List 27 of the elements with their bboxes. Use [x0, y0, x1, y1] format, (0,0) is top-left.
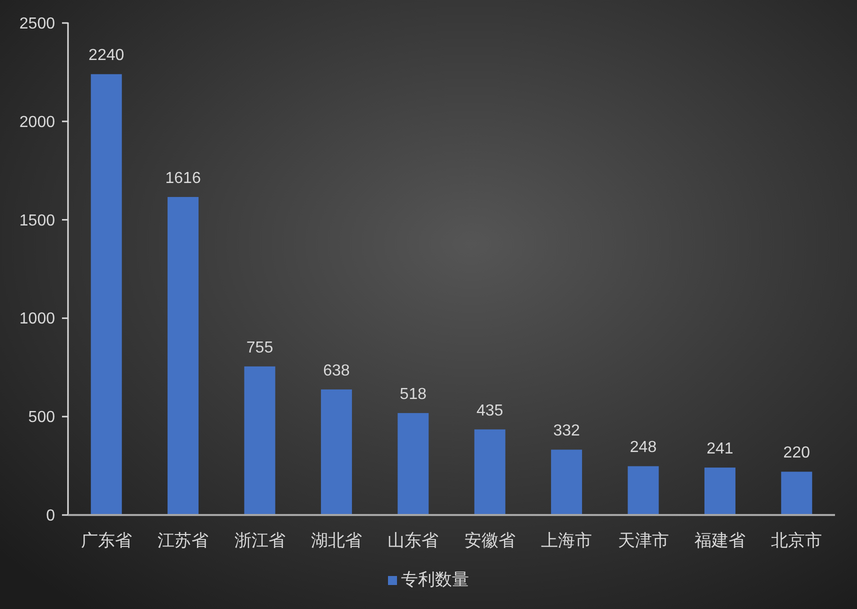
- y-tick-label: 0: [46, 508, 56, 524]
- y-tick-label: 2500: [19, 16, 56, 32]
- x-tick-label: 广东省: [80, 531, 132, 550]
- data-label: 241: [706, 440, 734, 458]
- data-label: 638: [323, 362, 350, 380]
- x-tick-label: 北京市: [771, 531, 822, 550]
- x-tick-label: 山东省: [388, 531, 439, 550]
- data-label: 435: [476, 402, 504, 420]
- legend-label: 专利数量: [401, 570, 469, 589]
- data-label: 248: [630, 439, 657, 456]
- y-tick-label: 1000: [19, 310, 56, 328]
- x-tick-label: 福建省: [694, 531, 746, 550]
- y-tick-label: 2000: [19, 114, 56, 131]
- data-label: 220: [783, 444, 810, 462]
- data-label: 1616: [165, 170, 201, 187]
- data-label: 332: [553, 422, 580, 440]
- y-tick-label: 500: [28, 409, 56, 426]
- x-tick-label: 安徽省: [464, 531, 516, 550]
- x-tick-label: 上海市: [541, 531, 592, 550]
- x-tick-label: 天津市: [618, 531, 669, 550]
- data-label: 518: [400, 386, 427, 404]
- x-tick-label: 江苏省: [158, 531, 209, 550]
- data-label: 2240: [88, 47, 124, 64]
- x-tick-label: 湖北省: [310, 531, 362, 550]
- y-tick-label: 1500: [19, 212, 56, 230]
- data-label: 755: [246, 339, 274, 356]
- x-tick-label: 浙江省: [234, 531, 286, 550]
